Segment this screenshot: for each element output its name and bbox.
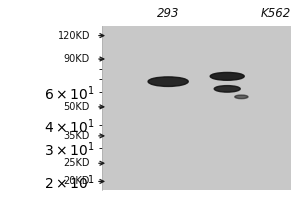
Text: 35KD: 35KD	[64, 131, 90, 141]
Text: 293: 293	[157, 7, 179, 20]
Ellipse shape	[214, 86, 240, 92]
Text: 25KD: 25KD	[64, 158, 90, 168]
Text: 20KD: 20KD	[64, 176, 90, 186]
Ellipse shape	[210, 72, 244, 80]
Ellipse shape	[148, 77, 188, 86]
Text: 50KD: 50KD	[64, 102, 90, 112]
Ellipse shape	[235, 95, 248, 99]
Text: K562: K562	[261, 7, 291, 20]
Text: 90KD: 90KD	[64, 54, 90, 64]
Text: 120KD: 120KD	[58, 31, 90, 41]
